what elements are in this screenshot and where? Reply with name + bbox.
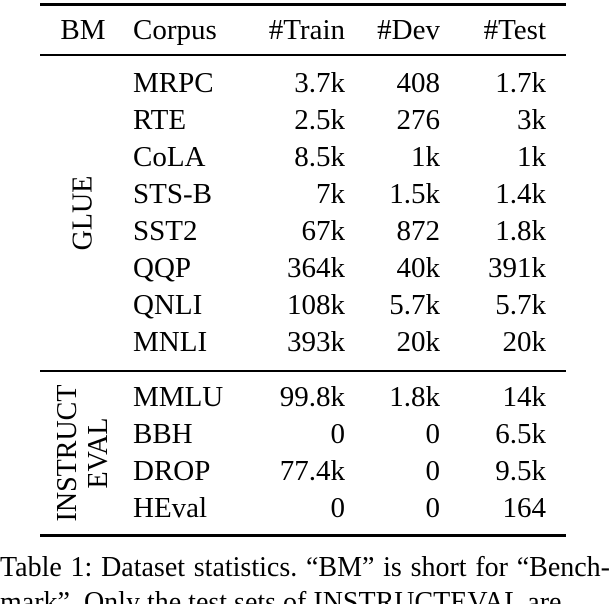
benchmark-label-line: INSTRUCT bbox=[52, 384, 83, 522]
corpus-cell: MRPC bbox=[133, 67, 214, 99]
corpus-cell: BBH bbox=[133, 418, 193, 450]
table-row: SST2 67k 872 1.8k bbox=[40, 213, 566, 250]
dev-cell: 408 bbox=[396, 67, 441, 99]
test-cell: 3k bbox=[517, 104, 546, 136]
corpus-cell: QNLI bbox=[133, 289, 203, 321]
corpus-cell: DROP bbox=[133, 455, 211, 487]
train-cell: 8.5k bbox=[294, 141, 345, 173]
table-header-rule bbox=[40, 54, 566, 56]
table-row: BBH 0 0 6.5k bbox=[40, 416, 566, 453]
table-row: CoLA 8.5k 1k 1k bbox=[40, 139, 566, 176]
glue-section: GLUE MRPC 3.7k 408 1.7k RTE 2.5k 276 3k … bbox=[40, 56, 566, 370]
dev-cell: 276 bbox=[396, 104, 441, 136]
test-cell: 1.8k bbox=[495, 215, 546, 247]
test-cell: 164 bbox=[502, 492, 547, 524]
test-cell: 391k bbox=[488, 252, 546, 284]
dev-cell: 1.8k bbox=[389, 381, 440, 413]
table-row: MNLI 393k 20k 20k bbox=[40, 324, 566, 361]
table-mid-rule bbox=[40, 370, 566, 372]
train-cell: 0 bbox=[330, 492, 346, 524]
train-cell: 77.4k bbox=[279, 455, 345, 487]
test-cell: 9.5k bbox=[495, 455, 546, 487]
corpus-cell: CoLA bbox=[133, 141, 206, 173]
table-row: DROP 77.4k 0 9.5k bbox=[40, 453, 566, 490]
benchmark-label-line: EVAL bbox=[83, 417, 114, 489]
test-cell: 6.5k bbox=[495, 418, 546, 450]
test-cell: 1.4k bbox=[495, 178, 546, 210]
test-cell: 20k bbox=[502, 326, 547, 358]
dev-cell: 0 bbox=[425, 492, 441, 524]
header-bm: BM bbox=[60, 14, 106, 46]
dev-cell: 1.5k bbox=[389, 178, 440, 210]
caption-line: mark”. Only the test sets of INSTRUCTEVA… bbox=[0, 587, 562, 604]
instructeval-section: INSTRUCT EVAL MMLU 99.8k 1.8k 14k BBH 0 … bbox=[40, 372, 566, 534]
table-row: QNLI 108k 5.7k 5.7k bbox=[40, 287, 566, 324]
corpus-cell: HEval bbox=[133, 492, 208, 524]
table-row: RTE 2.5k 276 3k bbox=[40, 102, 566, 139]
test-cell: 1.7k bbox=[495, 67, 546, 99]
dev-cell: 1k bbox=[411, 141, 440, 173]
header-corpus: Corpus bbox=[133, 14, 217, 46]
train-cell: 108k bbox=[287, 289, 345, 321]
glue-benchmark-label: GLUE bbox=[67, 175, 99, 251]
dev-cell: 0 bbox=[425, 418, 441, 450]
table-row: QQP 364k 40k 391k bbox=[40, 250, 566, 287]
dev-cell: 20k bbox=[396, 326, 441, 358]
table-header-row: BM Corpus #Train #Dev #Test bbox=[40, 6, 566, 54]
table-top-rule bbox=[40, 3, 566, 6]
train-cell: 0 bbox=[330, 418, 346, 450]
corpus-cell: MNLI bbox=[133, 326, 208, 358]
table-row: MMLU 99.8k 1.8k 14k bbox=[40, 379, 566, 416]
corpus-cell: RTE bbox=[133, 104, 187, 136]
header-dev: #Dev bbox=[377, 14, 440, 46]
table-row: MRPC 3.7k 408 1.7k bbox=[40, 65, 566, 102]
table-caption: Table 1: Dataset statistics. “BM” is sho… bbox=[0, 550, 610, 604]
train-cell: 99.8k bbox=[279, 381, 345, 413]
corpus-cell: STS-B bbox=[133, 178, 212, 210]
test-cell: 14k bbox=[502, 381, 547, 413]
corpus-cell: SST2 bbox=[133, 215, 198, 247]
header-test: #Test bbox=[483, 14, 546, 46]
caption-line: Table 1: Dataset statistics. “BM” is sho… bbox=[0, 552, 610, 583]
train-cell: 364k bbox=[287, 252, 345, 284]
test-cell: 5.7k bbox=[495, 289, 546, 321]
corpus-cell: MMLU bbox=[133, 381, 224, 413]
header-train: #Train bbox=[268, 14, 345, 46]
train-cell: 393k bbox=[287, 326, 345, 358]
instructeval-benchmark-label: INSTRUCT EVAL bbox=[52, 385, 114, 522]
train-cell: 2.5k bbox=[294, 104, 345, 136]
table-row: STS-B 7k 1.5k 1.4k bbox=[40, 176, 566, 213]
dev-cell: 40k bbox=[396, 252, 441, 284]
table-row: HEval 0 0 164 bbox=[40, 490, 566, 527]
table-bottom-rule bbox=[40, 534, 566, 537]
test-cell: 1k bbox=[517, 141, 546, 173]
train-cell: 67k bbox=[301, 215, 346, 247]
train-cell: 3.7k bbox=[294, 67, 345, 99]
corpus-cell: QQP bbox=[133, 252, 192, 284]
dev-cell: 5.7k bbox=[389, 289, 440, 321]
dev-cell: 0 bbox=[425, 455, 441, 487]
dev-cell: 872 bbox=[396, 215, 441, 247]
train-cell: 7k bbox=[316, 178, 345, 210]
